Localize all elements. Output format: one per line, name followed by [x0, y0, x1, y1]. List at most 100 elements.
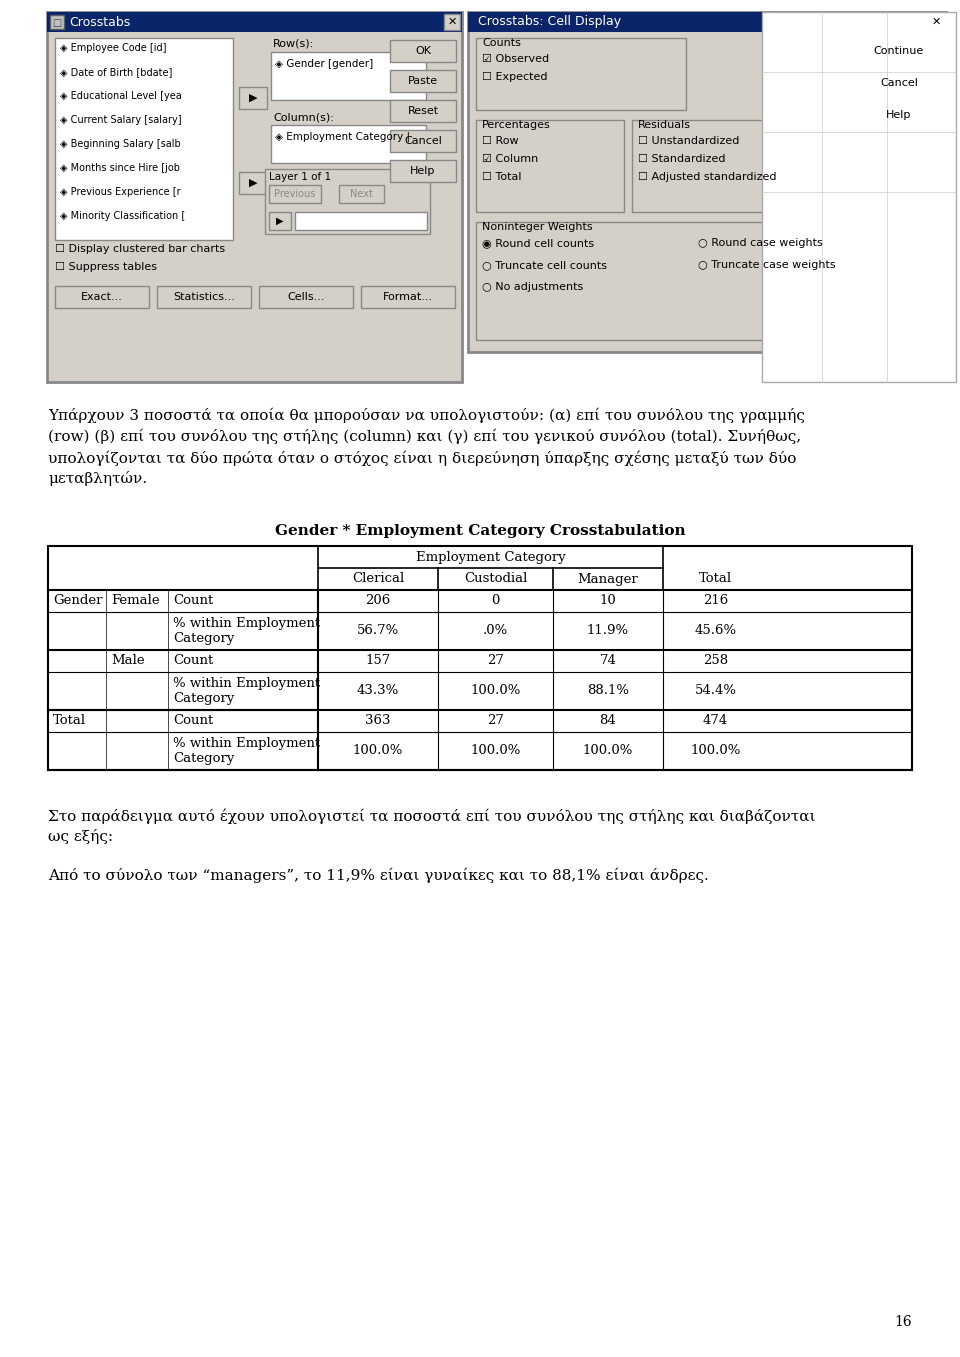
Bar [361, 286, 455, 308]
Text: 43.3%: 43.3% [357, 684, 399, 697]
Text: μεταβλητών.: μεταβλητών. [48, 471, 147, 486]
Text: Total: Total [53, 715, 86, 727]
Text: Male: Male [111, 654, 145, 668]
Text: 27: 27 [487, 715, 504, 727]
Text: (row) (β) επί του συνόλου της στήλης (column) και (γ) επί του γενικού συνόλου (t: (row) (β) επί του συνόλου της στήλης (co… [48, 429, 802, 444]
Text: ○ Truncate case weights: ○ Truncate case weights [698, 261, 835, 270]
Text: ◈ Gender [gender]: ◈ Gender [gender] [275, 58, 373, 69]
Text: Employment Category: Employment Category [416, 551, 565, 563]
Text: Reset: Reset [407, 106, 439, 115]
Text: ◉ Round cell counts: ◉ Round cell counts [482, 237, 594, 248]
Bar [390, 100, 456, 122]
Bar [390, 39, 456, 62]
Text: ☐ Total: ☐ Total [482, 172, 521, 182]
Text: Gender: Gender [53, 594, 103, 608]
Text: 88.1%: 88.1% [587, 684, 629, 697]
Text: Custodial: Custodial [464, 573, 527, 585]
Text: ☐ Display clustered bar charts: ☐ Display clustered bar charts [55, 244, 226, 254]
Bar [928, 14, 944, 30]
Text: ▶: ▶ [276, 216, 284, 227]
Text: Statistics...: Statistics... [173, 292, 235, 303]
Text: Help: Help [886, 110, 912, 119]
Text: Previous: Previous [275, 189, 316, 199]
Text: % within Employment: % within Employment [173, 677, 320, 689]
Text: Format...: Format... [383, 292, 433, 303]
Text: υπολογίζονται τα δύο πρώτα όταν ο στόχος είναι η διερεύνηση ύπαρξης σχέσης μεταξ: υπολογίζονται τα δύο πρώτα όταν ο στόχος… [48, 451, 797, 465]
Text: Exact...: Exact... [81, 292, 123, 303]
Bar [468, 12, 946, 33]
Text: Residuals: Residuals [638, 119, 691, 130]
Text: ☐ Standardized: ☐ Standardized [638, 153, 726, 164]
Text: ◈ Current Salary [salary]: ◈ Current Salary [salary] [60, 115, 181, 125]
Text: 74: 74 [600, 654, 616, 668]
Text: ◈ Minority Classification [: ◈ Minority Classification [ [60, 210, 185, 221]
Text: ▶: ▶ [249, 94, 257, 103]
Text: □: □ [53, 18, 61, 28]
Text: ☐ Expected: ☐ Expected [482, 72, 547, 81]
Text: Counts: Counts [482, 38, 521, 47]
Text: ◈ Employee Code [id]: ◈ Employee Code [id] [60, 43, 166, 53]
Text: ○ Truncate cell counts: ○ Truncate cell counts [482, 261, 607, 270]
Bar [762, 12, 956, 383]
Bar [50, 15, 64, 28]
Text: OK: OK [415, 46, 431, 56]
Text: 157: 157 [366, 654, 391, 668]
Text: Στο παράδειγμα αυτό έχουν υπολογιστεί τα ποσοστά επί του συνόλου της στήλης και : Στο παράδειγμα αυτό έχουν υπολογιστεί τα… [48, 807, 815, 824]
Text: 100.0%: 100.0% [353, 745, 403, 757]
Bar [468, 12, 946, 351]
Text: 216: 216 [703, 594, 728, 608]
Bar [55, 38, 233, 240]
Text: 100.0%: 100.0% [583, 745, 634, 757]
Bar [55, 286, 149, 308]
Text: Paste: Paste [408, 76, 438, 85]
Text: ☐ Adjusted standardized: ☐ Adjusted standardized [638, 172, 777, 182]
Bar [47, 12, 462, 383]
Bar [269, 212, 291, 229]
Text: ◈ Beginning Salary [salb: ◈ Beginning Salary [salb [60, 138, 180, 149]
Text: Count: Count [173, 654, 213, 668]
Text: ◈ Previous Experience [r: ◈ Previous Experience [r [60, 187, 180, 197]
Text: 10: 10 [600, 594, 616, 608]
Text: ✕: ✕ [931, 18, 941, 27]
Bar [259, 286, 353, 308]
Text: ▶: ▶ [249, 178, 257, 189]
Bar [239, 87, 267, 109]
Text: ☐ Unstandardized: ☐ Unstandardized [638, 136, 739, 147]
Text: Manager: Manager [578, 573, 638, 585]
Text: 100.0%: 100.0% [690, 745, 741, 757]
Text: ☐ Suppress tables: ☐ Suppress tables [55, 262, 157, 271]
Text: Gender * Employment Category Crosstabulation: Gender * Employment Category Crosstabula… [275, 524, 685, 537]
Text: Next: Next [349, 189, 372, 199]
Text: Noninteger Weights: Noninteger Weights [482, 223, 592, 232]
Text: 100.0%: 100.0% [470, 684, 520, 697]
Bar [339, 185, 384, 204]
Text: Total: Total [699, 573, 732, 585]
Text: Layer 1 of 1: Layer 1 of 1 [269, 172, 331, 182]
Text: Category: Category [173, 752, 234, 765]
Text: 11.9%: 11.9% [587, 624, 629, 638]
Text: 27: 27 [487, 654, 504, 668]
Bar [265, 170, 430, 233]
Text: ☑ Observed: ☑ Observed [482, 54, 549, 64]
Bar [295, 212, 427, 229]
Text: Row(s):: Row(s): [273, 39, 314, 49]
Text: ◈ Date of Birth [bdate]: ◈ Date of Birth [bdate] [60, 66, 173, 77]
Text: Column(s):: Column(s): [273, 113, 334, 122]
Text: Category: Category [173, 692, 234, 706]
Bar [48, 546, 912, 769]
Text: ○ Round case weights: ○ Round case weights [698, 237, 823, 248]
Text: Crosstabs: Crosstabs [69, 15, 131, 28]
Text: Crosstabs: Cell Display: Crosstabs: Cell Display [478, 15, 621, 28]
Text: 206: 206 [366, 594, 391, 608]
Text: 474: 474 [703, 715, 728, 727]
Text: ○ No adjustments: ○ No adjustments [482, 282, 584, 292]
Text: Clerical: Clerical [352, 573, 404, 585]
Text: ◈ Months since Hire [job: ◈ Months since Hire [job [60, 163, 180, 172]
Bar [239, 172, 267, 194]
Text: 100.0%: 100.0% [470, 745, 520, 757]
Text: Percentages: Percentages [482, 119, 551, 130]
Text: ως εξής:: ως εξής: [48, 829, 113, 844]
Bar [858, 72, 940, 94]
Bar [858, 104, 940, 126]
Text: 56.7%: 56.7% [357, 624, 399, 638]
